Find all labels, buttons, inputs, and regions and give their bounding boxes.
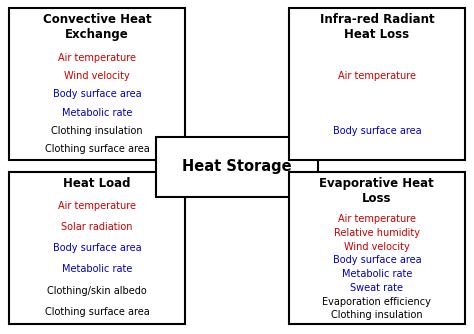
Text: Clothing insulation: Clothing insulation	[51, 126, 143, 136]
Text: Air temperature: Air temperature	[338, 71, 416, 81]
Text: Clothing surface area: Clothing surface area	[45, 145, 149, 154]
Text: Wind velocity: Wind velocity	[344, 241, 410, 252]
Text: Wind velocity: Wind velocity	[64, 71, 130, 81]
Text: Evaporation efficiency: Evaporation efficiency	[322, 297, 431, 307]
Bar	[289, 172, 465, 324]
Text: Clothing/skin albedo: Clothing/skin albedo	[47, 286, 147, 296]
Text: Body surface area: Body surface area	[53, 90, 141, 99]
Text: Metabolic rate: Metabolic rate	[62, 108, 132, 118]
Text: Evaporative Heat
Loss: Evaporative Heat Loss	[319, 177, 434, 205]
Bar	[9, 172, 185, 324]
Text: Sweat rate: Sweat rate	[350, 283, 403, 293]
Text: Infra-red Radiant
Heat Loss: Infra-red Radiant Heat Loss	[319, 13, 434, 41]
Text: Air temperature: Air temperature	[58, 53, 136, 62]
Bar	[289, 8, 465, 160]
Text: Body surface area: Body surface area	[53, 243, 141, 253]
Text: Metabolic rate: Metabolic rate	[342, 269, 412, 279]
Text: Body surface area: Body surface area	[333, 126, 421, 136]
Text: Clothing insulation: Clothing insulation	[331, 310, 423, 320]
Bar	[9, 8, 185, 160]
Text: Body surface area: Body surface area	[333, 255, 421, 265]
Text: Heat Load: Heat Load	[64, 177, 131, 190]
Text: Air temperature: Air temperature	[58, 201, 136, 211]
Text: Air temperature: Air temperature	[338, 214, 416, 224]
Text: Heat Storage: Heat Storage	[182, 160, 292, 174]
Text: Solar radiation: Solar radiation	[62, 222, 133, 232]
Text: Clothing surface area: Clothing surface area	[45, 307, 149, 317]
Text: Metabolic rate: Metabolic rate	[62, 265, 132, 275]
Text: Convective Heat
Exchange: Convective Heat Exchange	[43, 13, 152, 41]
Text: Relative humidity: Relative humidity	[334, 228, 420, 238]
Bar	[156, 137, 318, 197]
